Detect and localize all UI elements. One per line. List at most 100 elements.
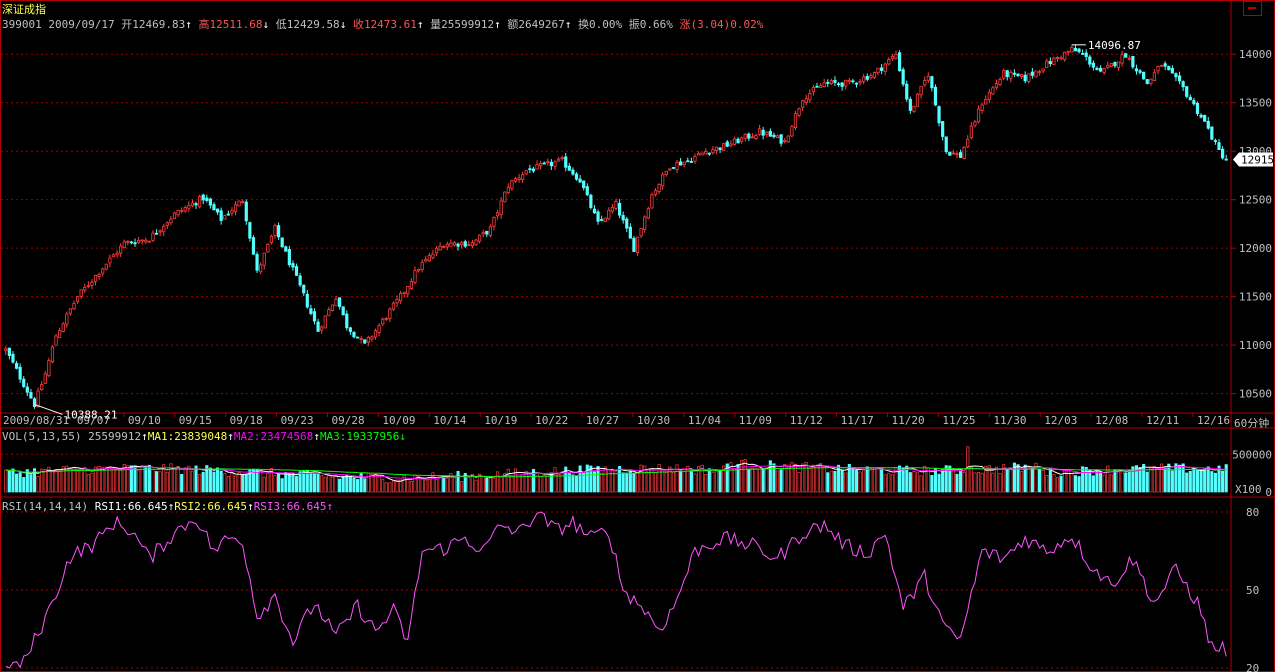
candle — [941, 121, 945, 141]
candle — [775, 134, 780, 139]
volume-bar — [316, 473, 320, 493]
candle-body — [345, 313, 349, 329]
candle-body — [582, 180, 586, 189]
candle-body — [528, 168, 532, 171]
volume-bar — [208, 467, 212, 493]
volume-bar — [1185, 472, 1189, 493]
volume-bar — [119, 470, 123, 493]
volume-bar — [463, 473, 467, 493]
candle-body — [757, 128, 762, 135]
ma1-value: MA1:23839048 — [147, 430, 228, 443]
price-annotations: 14096.87 10388.21 12915 — [34, 39, 1274, 421]
volume-bar — [524, 470, 528, 493]
volume-bar — [811, 464, 815, 493]
window-control-icon[interactable] — [1243, 1, 1262, 16]
volume-bar — [190, 470, 194, 493]
candle — [427, 252, 431, 262]
candle-body — [915, 93, 920, 107]
time-tick-label: 11/17 — [841, 414, 874, 427]
candle-body — [887, 59, 891, 65]
volume-bar — [1102, 474, 1106, 493]
candle-body — [1134, 68, 1139, 72]
arrow-up-icon: ↑ — [326, 500, 334, 513]
volume-bar — [506, 468, 510, 493]
volume-bar — [237, 471, 241, 493]
candle-body — [1127, 57, 1131, 60]
candle-body — [617, 202, 622, 216]
volume-bar — [201, 471, 205, 493]
volume-bar — [847, 464, 851, 493]
candle — [643, 215, 647, 233]
candle — [47, 357, 51, 378]
candle — [452, 241, 457, 247]
volume-bar — [779, 469, 783, 493]
candle — [600, 215, 604, 222]
volume-bar — [230, 473, 234, 493]
candle — [32, 397, 37, 409]
candle-body — [97, 274, 101, 277]
candle — [718, 147, 722, 154]
candle-body — [858, 80, 862, 84]
candle-body — [226, 213, 230, 216]
candle — [294, 263, 299, 276]
volume-bar — [11, 468, 15, 493]
price-tick-label: 11500 — [1239, 291, 1272, 304]
candle — [585, 183, 589, 197]
volume-bar — [528, 475, 532, 493]
candle — [1174, 72, 1178, 82]
volume-bar — [1134, 465, 1139, 493]
candle — [499, 197, 503, 219]
candle — [40, 381, 44, 391]
volume-bar — [1206, 466, 1210, 493]
candle-body — [470, 242, 475, 247]
volume-bar — [1041, 470, 1045, 493]
candle-body — [941, 121, 945, 137]
volume-bar — [1195, 469, 1200, 493]
candle-body — [797, 108, 801, 116]
amplitude-value: 0.66% — [639, 18, 673, 31]
candle — [327, 306, 331, 317]
time-tick-label: 11/20 — [892, 414, 925, 427]
candle-body — [553, 161, 557, 167]
volume-bar — [294, 476, 299, 493]
candle-body — [646, 208, 650, 219]
candle — [11, 351, 15, 364]
volume-bar — [1030, 466, 1034, 493]
volume-indicator-header: VOL(5,13,55) 25599912↑MA1:23839048↑MA2:2… — [2, 430, 406, 443]
candle — [259, 262, 263, 275]
candle — [714, 146, 719, 154]
candle-body — [1174, 73, 1178, 78]
volume-bar — [959, 470, 963, 493]
candle-body — [937, 106, 941, 124]
candle-body — [434, 247, 439, 254]
candle — [36, 387, 40, 408]
volume-bar — [718, 470, 722, 493]
time-tick-label: 11/04 — [688, 414, 721, 427]
volume-label: 量 — [430, 18, 442, 31]
candle — [320, 325, 324, 334]
candle — [345, 310, 349, 331]
candle — [495, 209, 500, 220]
candle-body — [628, 226, 632, 239]
candle-body — [535, 163, 539, 170]
candle-body — [481, 232, 485, 235]
volume-bar — [887, 472, 891, 493]
volume-bar — [865, 466, 869, 493]
candle — [510, 179, 514, 192]
candle-body — [1016, 73, 1020, 77]
candle-body — [930, 76, 934, 89]
candle — [689, 157, 693, 163]
candle-body — [779, 134, 783, 144]
arrow-up-icon: ↑ — [564, 18, 572, 31]
volume-bar — [467, 477, 471, 493]
volume-bar — [162, 464, 166, 493]
volume-bar — [725, 463, 729, 493]
candle-body — [395, 298, 399, 304]
volume-bar — [216, 467, 220, 493]
candle-body — [1177, 75, 1182, 82]
rsi3-line — [5, 511, 1227, 669]
candle-body — [549, 161, 553, 167]
volume-bar — [937, 473, 941, 493]
volume-bar — [998, 473, 1002, 493]
period-label[interactable]: 60分钟 — [1234, 417, 1270, 430]
